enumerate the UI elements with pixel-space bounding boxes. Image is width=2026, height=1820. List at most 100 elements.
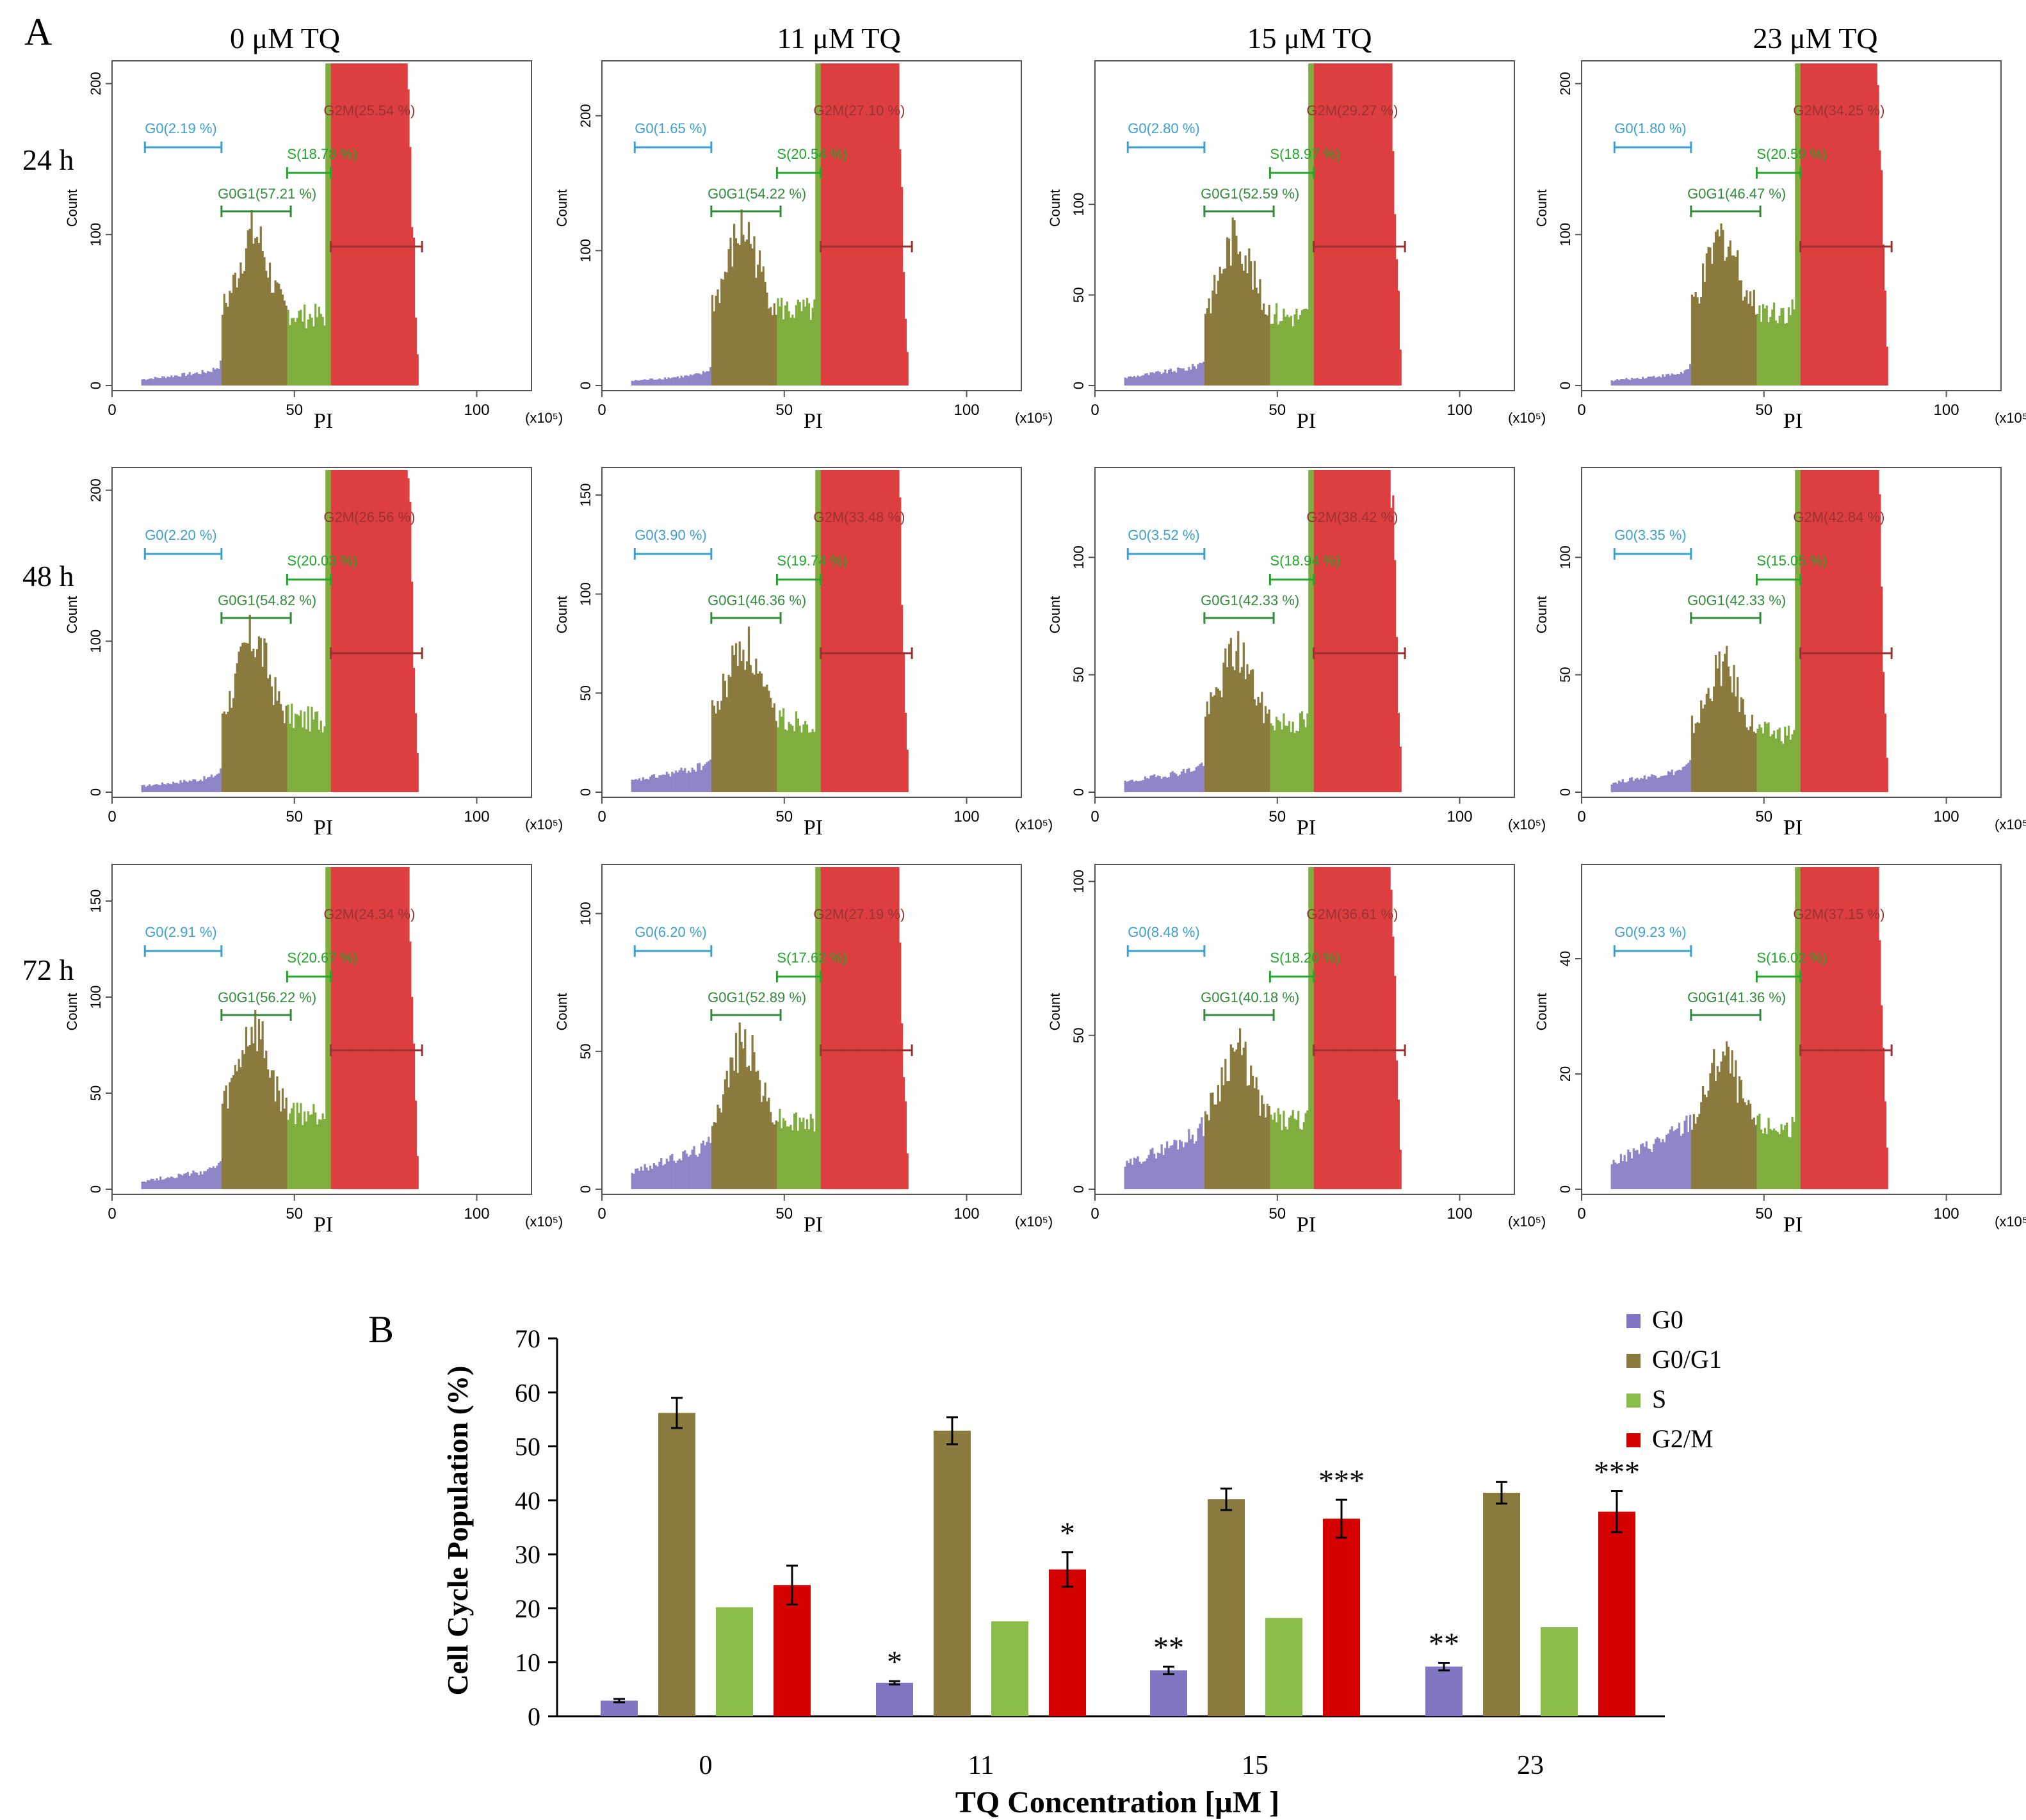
- histogram-bin: [1703, 1094, 1706, 1189]
- histogram-bin: [376, 63, 379, 386]
- histogram-bin: [192, 1170, 195, 1189]
- histogram-bin: [1780, 308, 1783, 386]
- y-tick-label: 100: [578, 239, 594, 263]
- histogram-bin: [1397, 713, 1400, 792]
- histogram-bin: [1744, 714, 1746, 792]
- histogram-bin: [663, 774, 667, 792]
- histogram-bin: [1229, 638, 1232, 792]
- histogram-bin: [889, 867, 893, 1189]
- histogram-bin: [1357, 867, 1360, 1189]
- x-axis-title: TQ Concentration [µM ]: [955, 1785, 1279, 1819]
- histogram-bin: [207, 371, 209, 386]
- histogram-bin: [254, 238, 257, 386]
- histogram-bin: [318, 307, 321, 386]
- histogram-bin: [875, 63, 878, 386]
- histogram-bin: [336, 63, 339, 386]
- histogram-bin: [724, 681, 727, 792]
- histogram-bin: [797, 299, 799, 386]
- histogram-bin: [652, 379, 655, 386]
- histogram-bin: [1724, 261, 1726, 386]
- histogram-bin: [1321, 867, 1324, 1189]
- histogram-bin: [411, 227, 414, 386]
- histogram-bin: [1610, 784, 1613, 792]
- histogram-bin: [762, 266, 765, 386]
- histogram-bin: [734, 643, 738, 792]
- histogram-bin: [201, 781, 204, 792]
- histogram-bin: [1217, 688, 1220, 792]
- histogram-bin: [1288, 1117, 1291, 1189]
- histogram-bin: [294, 713, 297, 792]
- legend-swatch: [1626, 1433, 1641, 1447]
- histogram-bin: [1720, 223, 1722, 386]
- histogram-bin: [236, 287, 238, 386]
- histogram-bin: [1709, 1073, 1712, 1189]
- x-tick-label: 50: [1755, 808, 1772, 825]
- histogram-bin: [1304, 1113, 1307, 1189]
- histogram-bin: [1382, 867, 1386, 1189]
- histogram-bin: [1845, 867, 1849, 1189]
- histogram-bin: [1229, 265, 1232, 386]
- bar: [1598, 1511, 1635, 1716]
- histogram-bin: [1881, 586, 1883, 792]
- histogram-bin: [764, 1082, 766, 1189]
- histogram-bin: [1156, 1152, 1160, 1189]
- histogram-bin: [793, 1114, 796, 1189]
- histogram-bin: [1339, 867, 1341, 1189]
- histogram-bin: [658, 378, 661, 386]
- histogram-bin: [788, 311, 790, 386]
- histogram-bin: [889, 470, 893, 792]
- histogram-bin: [365, 63, 368, 386]
- histogram-bin: [194, 779, 197, 792]
- histogram-bin: [203, 776, 206, 792]
- x-axis-label: PI: [1783, 409, 1803, 433]
- histogram-bin: [1673, 775, 1675, 792]
- histogram-bin: [870, 63, 872, 386]
- histogram-bin: [1877, 85, 1879, 386]
- histogram-bin: [828, 470, 831, 792]
- y-tick-label: 200: [88, 478, 104, 502]
- histogram-bin: [1636, 1150, 1639, 1189]
- y-axis-label: Count: [64, 993, 80, 1031]
- histogram-bin: [259, 638, 262, 792]
- histogram-bin: [252, 649, 255, 792]
- histogram-bin: [1765, 1133, 1768, 1189]
- histogram-bin: [1384, 63, 1388, 386]
- y-tick-label: 200: [88, 72, 104, 95]
- histogram-bin: [718, 1108, 721, 1189]
- histogram-bin: [1251, 669, 1254, 792]
- histogram-bin: [1826, 867, 1828, 1189]
- histogram-bin: [205, 779, 207, 792]
- histogram-bin: [1233, 220, 1236, 386]
- histogram-bin: [1747, 1100, 1750, 1189]
- histogram-bin: [1746, 290, 1748, 386]
- histogram-bin: [1248, 674, 1251, 792]
- panel-a-label: A: [24, 11, 52, 53]
- histogram-bin: [649, 378, 652, 386]
- histogram-bin: [1133, 376, 1136, 386]
- histogram-bin: [1142, 780, 1145, 792]
- histogram-bin: [749, 665, 752, 792]
- histogram-bin: [882, 63, 885, 386]
- y-axis-label: Count: [1047, 993, 1063, 1031]
- histogram-bin: [1669, 772, 1671, 792]
- histogram-bin: [385, 63, 388, 386]
- histogram-bin: [369, 470, 371, 792]
- histogram-bin: [1791, 734, 1794, 792]
- histogram-bin: [844, 867, 847, 1189]
- histogram-bin: [1177, 367, 1179, 386]
- histogram-bin: [744, 669, 747, 792]
- significance-marker: **: [1429, 1627, 1459, 1661]
- histogram-bin: [323, 325, 326, 386]
- histogram-bin: [1274, 1112, 1276, 1189]
- histogram-bin: [1789, 740, 1792, 792]
- histogram-bin: [781, 1128, 783, 1189]
- x-tick-label: 100: [954, 808, 980, 825]
- histogram-bin: [868, 867, 871, 1189]
- histogram-bin: [695, 771, 697, 792]
- histogram-bin: [1304, 308, 1307, 386]
- histogram-bin: [742, 234, 745, 386]
- histogram-bin: [1255, 1077, 1258, 1189]
- histogram-bin: [391, 63, 393, 386]
